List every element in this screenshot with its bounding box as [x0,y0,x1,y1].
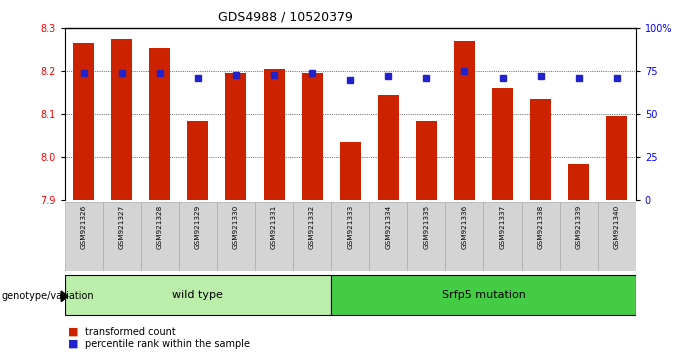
Bar [598,202,636,271]
Bar [522,202,560,271]
Text: GSM921337: GSM921337 [500,205,505,249]
Text: GSM921326: GSM921326 [81,205,86,249]
Bar [416,121,437,200]
Text: wild type: wild type [173,290,223,300]
Bar [560,202,598,271]
Text: percentile rank within the sample: percentile rank within the sample [85,339,250,349]
Bar [103,202,141,271]
Bar [302,73,322,200]
Bar [255,202,293,271]
Text: GSM921335: GSM921335 [424,205,429,249]
Bar [331,202,369,271]
Text: ■: ■ [68,327,78,337]
Bar [65,202,103,271]
Bar [65,275,331,315]
Bar [530,99,551,200]
Bar [217,202,255,271]
Bar [454,41,475,200]
Text: GSM921330: GSM921330 [233,205,239,249]
Text: ■: ■ [68,339,78,349]
Bar [407,202,445,271]
Text: transformed count: transformed count [85,327,175,337]
Text: GSM921339: GSM921339 [576,205,581,249]
Bar [226,73,246,200]
Text: genotype/variation: genotype/variation [1,291,94,301]
Text: GSM921327: GSM921327 [119,205,124,249]
Bar [141,202,179,271]
Bar [293,202,331,271]
Bar [568,164,589,200]
Text: GSM921338: GSM921338 [538,205,543,249]
Bar [179,202,217,271]
Bar [483,202,522,271]
Bar [340,142,360,200]
Text: Srfp5 mutation: Srfp5 mutation [441,290,526,300]
Bar [264,69,284,200]
Text: GSM921336: GSM921336 [462,205,467,249]
Text: GSM921333: GSM921333 [347,205,353,249]
Bar [492,88,513,200]
Text: GSM921334: GSM921334 [386,205,391,249]
Text: GDS4988 / 10520379: GDS4988 / 10520379 [218,11,353,24]
Text: GSM921329: GSM921329 [195,205,201,249]
Bar [331,275,636,315]
Bar [150,48,170,200]
Bar [112,39,132,200]
Bar [445,202,483,271]
Text: GSM921340: GSM921340 [614,205,619,249]
Text: GSM921328: GSM921328 [157,205,163,249]
Bar [73,43,94,200]
Text: GSM921331: GSM921331 [271,205,277,249]
Text: GSM921332: GSM921332 [309,205,315,249]
Bar [607,116,627,200]
Bar [369,202,407,271]
Polygon shape [61,291,68,302]
Bar [188,121,208,200]
Bar [378,95,398,200]
